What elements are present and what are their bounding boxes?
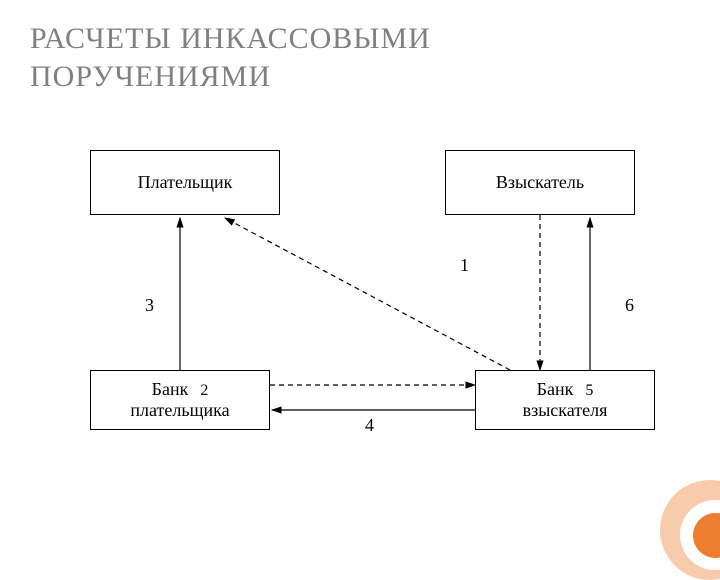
page-title: РАСЧЕТЫ ИНКАССОВЫМИ ПОРУЧЕНИЯМИ: [30, 20, 431, 95]
edge-label-1: 1: [460, 255, 469, 276]
node-payer-bank-num: 2: [200, 382, 208, 400]
node-collector: Взыскатель: [445, 150, 635, 215]
node-collector-bank-sub: взыскателя: [523, 400, 608, 421]
node-payer-label: Плательщик: [138, 172, 233, 193]
node-payer-bank-sub: плательщика: [130, 400, 229, 421]
edge-label-4: 4: [365, 415, 374, 436]
node-collector-label: Взыскатель: [496, 172, 584, 193]
node-collector-bank: Банк 5 взыскателя: [475, 370, 655, 430]
node-collector-bank-label: Банк: [537, 379, 574, 400]
edge-label-3: 3: [145, 295, 154, 316]
edge-label-6: 6: [625, 295, 634, 316]
node-payer-bank: Банк 2 плательщика: [90, 370, 270, 430]
title-line-2: ПОРУЧЕНИЯМИ: [30, 60, 271, 93]
title-line-1: РАСЧЕТЫ ИНКАССОВЫМИ: [30, 22, 431, 55]
node-payer: Плательщик: [90, 150, 280, 215]
node-collector-bank-num: 5: [585, 382, 593, 400]
node-payer-bank-label: Банк: [152, 379, 189, 400]
